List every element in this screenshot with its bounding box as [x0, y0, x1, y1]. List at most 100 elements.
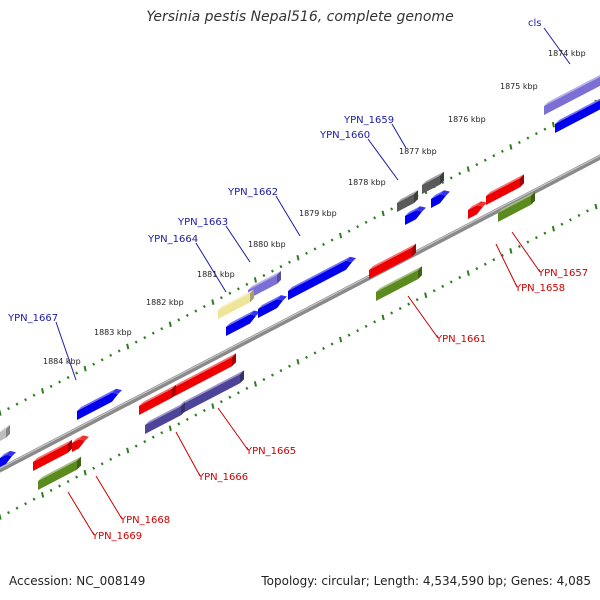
outer-tick [194, 309, 198, 313]
leader-line [95, 475, 123, 520]
gene-block-ypn-1665 [173, 353, 236, 397]
inner-tick [381, 314, 385, 321]
outer-tick [58, 380, 62, 384]
gene-label-top[interactable]: YPN_1662 [227, 187, 278, 198]
gene-label-bottom[interactable]: YPN_1658 [514, 283, 565, 294]
outer-tick [492, 154, 496, 158]
outer-tick [228, 291, 232, 295]
outer-tick [458, 171, 462, 176]
ruler-label: 1882 kbp [146, 298, 184, 307]
outer-tick [83, 365, 87, 372]
outer-tick [177, 318, 181, 322]
gene-label-bottom[interactable]: YPN_1657 [537, 268, 588, 279]
gene-block-ypn-1663-top [248, 270, 281, 290]
ruler-label: 1878 kbp [348, 178, 386, 187]
gene-label-bottom[interactable]: YPN_1661 [435, 334, 486, 345]
gene-block-ypn-1668-face [33, 443, 68, 471]
genome-backbone [0, 154, 600, 473]
outer-tick [40, 387, 45, 394]
gene-block-blue-1881a-top [226, 310, 254, 327]
outer-tick [534, 132, 538, 136]
outer-tick [364, 220, 368, 224]
outer-tick [117, 349, 121, 353]
outer-tick [466, 166, 470, 172]
gene-block-ypn-1657-a-top [468, 201, 481, 210]
gene-block-ypn-1660 [397, 190, 418, 212]
inner-tick [143, 440, 147, 444]
gene-block-ypn-1659-side [440, 171, 444, 185]
ruler-label: 1875 kbp [500, 82, 538, 91]
gene-label-top[interactable]: cls [528, 18, 542, 29]
gene-block-blue-1878-top [405, 206, 420, 216]
inner-tick-track [0, 203, 598, 520]
gene-block-ypn-1658 [486, 174, 524, 205]
gene-label-bottom[interactable]: YPN_1666 [197, 472, 248, 483]
leader-line [55, 321, 77, 381]
gene-block-ypn-1666-top [139, 384, 176, 406]
inner-tick [24, 502, 28, 506]
gene-block-ypn-1660-top [397, 190, 418, 203]
leader-line [275, 195, 301, 237]
outer-tick [92, 362, 96, 366]
inner-tick [594, 203, 598, 210]
ruler-label: 1874 kbp [548, 49, 586, 58]
inner-tick [288, 364, 291, 368]
gene-block-ypn-1657-a [468, 201, 487, 219]
gene-block-ypn-1662-top [288, 256, 350, 291]
gene-block-ypn-1661-olive-top [376, 266, 422, 292]
gene-label-top[interactable]: YPN_1667 [7, 313, 58, 324]
gene-block-ypn-1661-olive-face [376, 270, 418, 301]
gene-block-cls-purple-face [544, 76, 600, 115]
inner-tick [432, 289, 436, 293]
inner-tick [586, 209, 589, 213]
leader-line [67, 491, 95, 536]
gene-block-edge-silver-top [0, 424, 10, 432]
gene-block-ypn-1667-side [112, 388, 122, 395]
gene-block-ypn-1660-face [397, 194, 414, 212]
inner-tick [415, 298, 419, 302]
gene-block-edge-blue [0, 450, 16, 467]
gene-block-edge-silver [0, 424, 10, 441]
leader-line [225, 225, 251, 263]
gene-block-ypn-1665-face [173, 357, 232, 397]
gene-label-top[interactable]: YPN_1659 [343, 115, 394, 126]
gene-block-ypn-1666-purple-side [181, 402, 185, 416]
gene-block-ypn-1662-face [288, 260, 352, 300]
gene-block-ypn-1663-face [248, 274, 277, 299]
inner-tick [322, 346, 326, 351]
outer-tick [134, 340, 138, 344]
gene-block-blue-1877-side [440, 190, 450, 196]
gene-block-blue-1881b-side [277, 295, 287, 301]
inner-tick [483, 262, 487, 266]
inner-tick [577, 213, 581, 217]
gene-label-bottom[interactable]: YPN_1669 [91, 531, 142, 542]
outer-tick [245, 282, 249, 286]
gene-block-ypn-1659-face [422, 175, 440, 194]
gene-block-ypn-1669 [38, 456, 81, 490]
gene-label-top[interactable]: YPN_1663 [177, 217, 228, 228]
inner-tick [270, 373, 274, 377]
inner-tick [236, 391, 240, 395]
gene-block-blue-1874-face [555, 100, 600, 133]
gene-block-ypn-1664-side [250, 289, 254, 303]
outer-tick [168, 321, 172, 328]
gene-block-ypn-1663 [248, 270, 281, 299]
outer-tick [296, 254, 300, 261]
gene-block-ypn-1665-purple-side [240, 370, 244, 384]
gene-block-ypn-1668-small-face [72, 439, 85, 452]
gene-block-ypn-1657-olive-side [531, 191, 535, 205]
gene-block-ypn-1666-purple-top [145, 402, 185, 425]
outer-tick [305, 251, 308, 255]
outer-tick [7, 406, 10, 411]
gene-label-top[interactable]: YPN_1660 [319, 130, 370, 141]
gene-block-ypn-1665-purple-face [179, 374, 240, 415]
gene-label-top[interactable]: YPN_1664 [147, 234, 198, 245]
gene-block-ypn-1658-side [520, 174, 524, 188]
gene-block-ypn-1661 [369, 243, 416, 279]
gene-label-bottom[interactable]: YPN_1665 [245, 446, 296, 457]
gene-label-bottom[interactable]: YPN_1668 [119, 515, 170, 526]
outer-tick [509, 144, 513, 150]
inner-tick [449, 280, 453, 284]
inner-tick [40, 491, 45, 498]
